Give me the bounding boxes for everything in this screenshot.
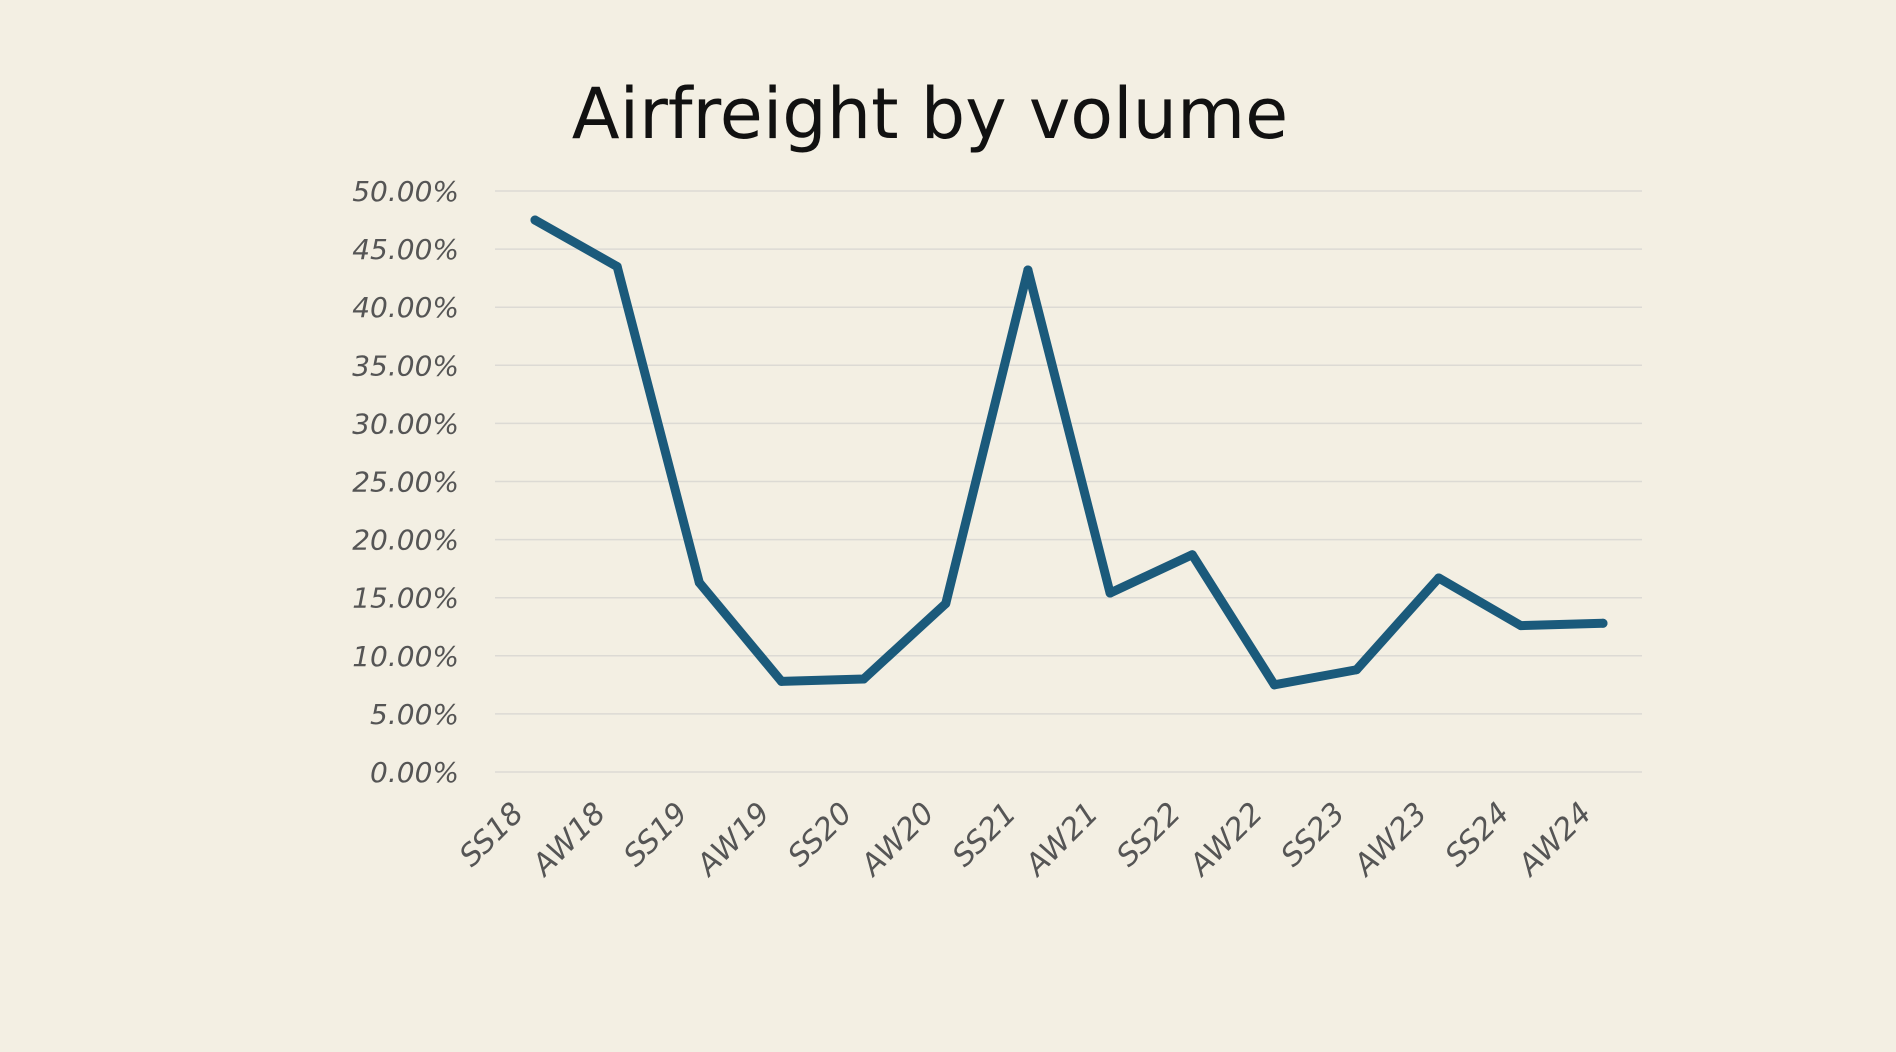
y-tick-label: 30.00%	[352, 407, 459, 440]
data-point	[1598, 618, 1608, 628]
data-point	[612, 262, 622, 272]
data-point	[1434, 573, 1444, 583]
y-tick-label: 10.00%	[352, 640, 459, 673]
data-point	[776, 676, 786, 686]
y-tick-label: 50.00%	[352, 175, 459, 208]
y-tick-label: 35.00%	[352, 349, 459, 382]
data-point	[1187, 550, 1197, 560]
data-point	[1516, 621, 1526, 631]
gridlines	[495, 190, 1642, 773]
chart-title: Airfreight by volume	[572, 73, 1288, 155]
series-line	[530, 215, 1608, 690]
y-tick-label: 0.00%	[370, 756, 459, 789]
y-tick-label: 20.00%	[352, 524, 459, 557]
data-point	[1352, 665, 1362, 675]
y-tick-label: 45.00%	[352, 233, 459, 266]
data-point	[530, 215, 540, 225]
y-tick-label: 40.00%	[352, 291, 459, 324]
y-tick-label: 15.00%	[352, 582, 459, 615]
y-tick-label: 5.00%	[370, 698, 459, 731]
data-point	[941, 599, 951, 609]
data-point	[859, 674, 869, 684]
data-point	[1269, 680, 1279, 690]
series-layer	[530, 215, 1608, 690]
y-axis-tick-labels: 0.00% 5.00% 10.00% 15.00% 20.00% 25.00% 30.00%…	[352, 175, 459, 789]
data-point	[694, 578, 704, 588]
data-point	[1105, 588, 1115, 598]
data-point	[1023, 265, 1033, 275]
y-tick-label: 25.00%	[352, 466, 459, 499]
